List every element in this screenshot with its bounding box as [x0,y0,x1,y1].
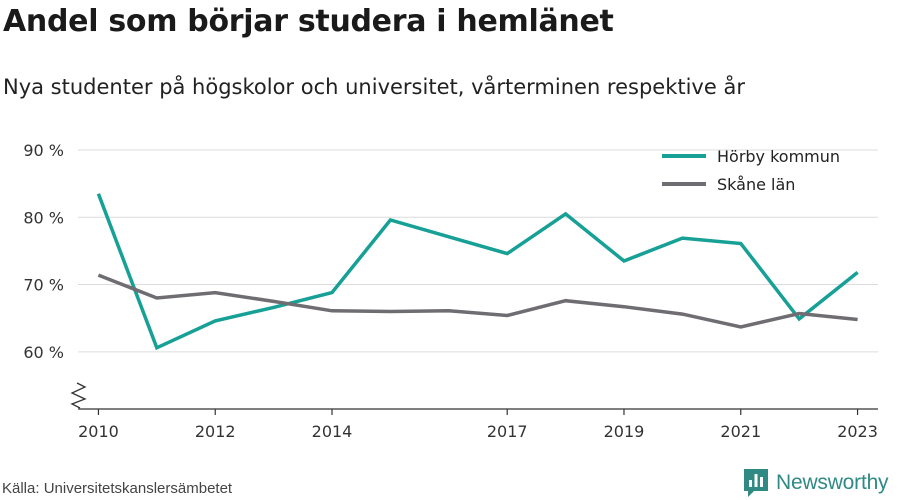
series-line [96,193,859,351]
legend-label: Hörby kommun [717,147,840,166]
y-tick-label: 70 % [23,276,64,295]
y-tick-label: 60 % [23,343,64,362]
x-tick-label: 2023 [837,422,878,441]
x-tick-label: 2021 [720,422,761,441]
x-tick-label: 2014 [312,422,353,441]
x-tick-label: 2010 [78,422,119,441]
legend-label: Skåne län [717,175,795,194]
y-axis-break-icon [70,382,87,409]
x-tick-label: 2012 [195,422,236,441]
y-tick-label: 80 % [23,208,64,227]
brand-name: Newsworthy [776,471,889,494]
newsworthy-logo-icon [744,469,768,497]
series-line [97,273,858,329]
source-note: Källa: Universitetskanslersämbetet [2,480,233,497]
brand: Newsworthy [744,468,889,498]
chart-subtitle: Nya studenter på högskolor och universit… [3,75,745,99]
chart-title: Andel som börjar studera i hemlänet [3,4,614,39]
x-tick-label: 2019 [604,422,645,441]
y-tick-label: 90 % [23,141,64,160]
x-tick-label: 2017 [487,422,528,441]
